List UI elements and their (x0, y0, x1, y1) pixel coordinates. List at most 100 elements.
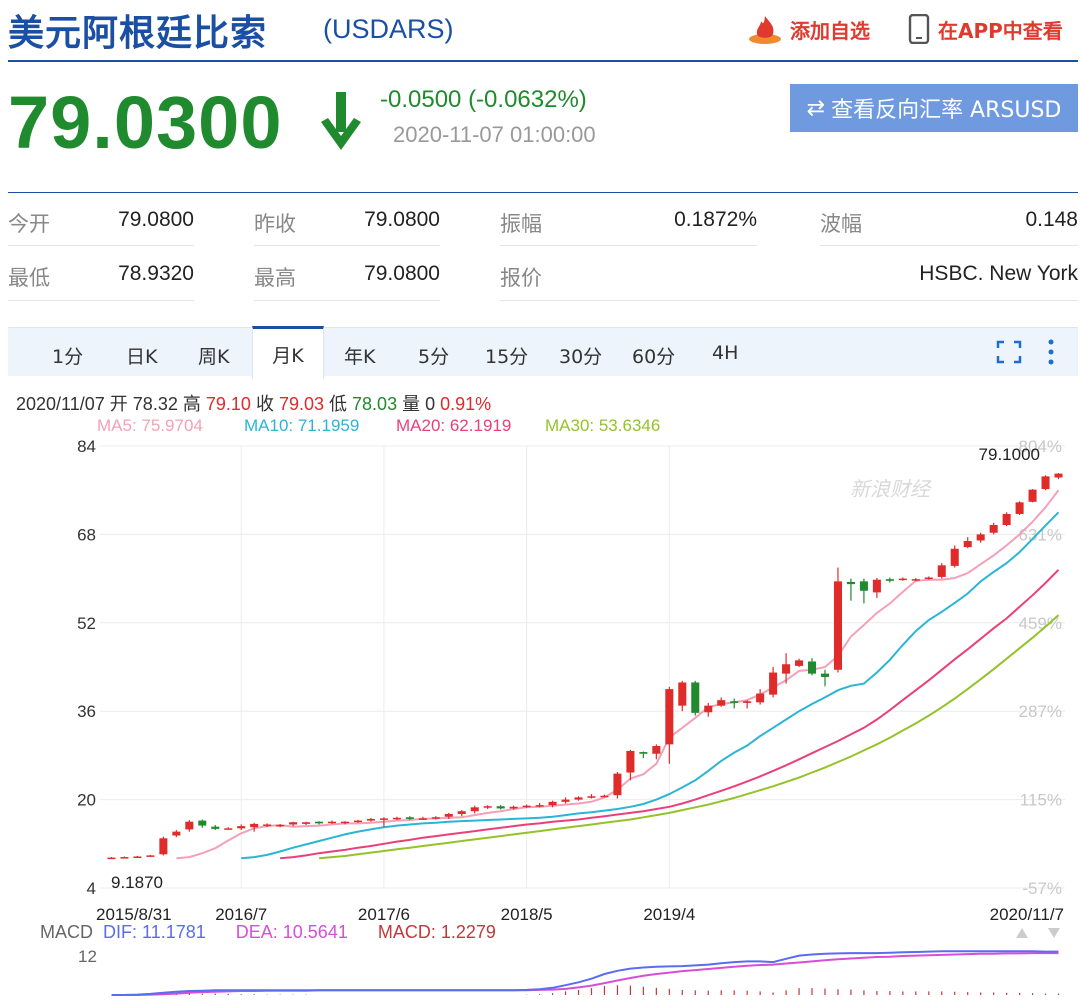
pct-tick-label: 804% (1019, 437, 1062, 456)
kline-chart[interactable]: 84 68 52 36 20 4 804% 631% 459% 287% 115% -57% 新浪财… (0, 436, 1080, 926)
candle-body (107, 857, 116, 860)
high-label: 最高 (254, 266, 296, 290)
low-label: 最低 (8, 266, 50, 290)
reverse-rate-label: 查看反向汇率 ARSUSD (831, 98, 1062, 123)
candle-body (276, 825, 285, 827)
max-price-label: 79.1000 (979, 445, 1040, 464)
candle-body (457, 811, 466, 814)
candle-body (898, 578, 907, 581)
pct-tick-label: 115% (1020, 791, 1062, 810)
candle-body (963, 541, 972, 548)
candle-body (315, 821, 324, 824)
macd-value: MACD: 1.2279 (377, 922, 496, 942)
down-arrow-icon (321, 92, 361, 150)
tab-15min[interactable]: 15分 (485, 346, 529, 368)
tab-monthly[interactable]: 月K (252, 326, 324, 379)
tab-yearly[interactable]: 年K (344, 346, 376, 368)
tab-1min[interactable]: 1分 (52, 346, 84, 368)
tab-60min[interactable]: 60分 (632, 346, 676, 368)
phone-icon (908, 14, 930, 44)
info-open-label: 开 (109, 394, 128, 414)
fullscreen-icon[interactable] (996, 340, 1022, 364)
macd_dif-line (111, 950, 1059, 996)
macd_dea-line (111, 952, 1059, 996)
candle-body (1054, 473, 1063, 478)
candle-body (237, 826, 246, 829)
open-app-label: 在APP中查看 (938, 18, 1063, 43)
candle-body (1041, 476, 1050, 490)
candle-body (159, 838, 168, 855)
reverse-rate-button[interactable]: ⇄ 查看反向汇率 ARSUSD (790, 84, 1078, 132)
candle-body (561, 799, 570, 802)
pct-tick-label: 287% (1019, 702, 1062, 721)
candle-body (198, 820, 207, 826)
amplitude-label: 振幅 (500, 212, 542, 236)
candle-body (133, 856, 142, 859)
flame-icon (749, 16, 781, 44)
more-menu-icon[interactable] (1046, 338, 1056, 366)
y-tick-label: 68 (77, 525, 96, 544)
candle-body (444, 813, 453, 817)
candle-body (483, 806, 492, 808)
current-price: 79.0300 (8, 81, 283, 164)
macd-legend: MACD DIF: 11.1781 DEA: 10.5641 MACD: 1.2… (40, 922, 496, 943)
tab-4h[interactable]: 4H (712, 342, 739, 364)
tab-5min[interactable]: 5分 (418, 346, 450, 368)
info-low-label: 低 (329, 394, 348, 414)
candle-body (328, 821, 337, 824)
candle-body (185, 821, 194, 830)
candle-body (782, 664, 791, 674)
open-app-button[interactable]: 在APP中查看 (908, 14, 1063, 44)
candle-body (509, 806, 518, 809)
candle-body (846, 581, 855, 585)
candle-body (340, 821, 350, 824)
y-tick-label: 84 (77, 437, 96, 456)
add-watchlist-label: 添加自选 (790, 18, 870, 43)
candle-body (743, 701, 752, 703)
tab-30min[interactable]: 30分 (559, 346, 603, 368)
scroll-arrows-icon[interactable] (1012, 926, 1064, 940)
candle-body (924, 577, 933, 579)
stat-underline (254, 245, 440, 246)
quote-time: 2020-11-07 01:00:00 (393, 122, 596, 147)
candle-body (626, 750, 635, 773)
x-tick-label: 2020/11/7 (990, 905, 1064, 924)
candle-body (704, 705, 713, 713)
candle-body (600, 795, 609, 798)
info-close-label: 收 (255, 394, 274, 414)
tab-daily[interactable]: 日K (126, 346, 158, 368)
symbol-code: (USDARS) (323, 14, 454, 44)
macd-dif: DIF: 11.1781 (103, 922, 206, 942)
macd-ytick: 12 (78, 947, 97, 966)
pct-tick-label: 631% (1019, 525, 1062, 544)
ma30-legend: MA30: 53.6346 (545, 416, 661, 435)
y-tick-label: 4 (87, 879, 96, 898)
info-close: 79.03 (278, 394, 324, 414)
quote-source-label: 报价 (500, 266, 542, 290)
candle-body (392, 817, 401, 820)
candle-body (795, 660, 804, 666)
add-watchlist-button[interactable]: 添加自选 (748, 14, 870, 44)
wave-value: 0.148 (1025, 208, 1078, 231)
candle-body (950, 548, 959, 566)
x-tick-label: 2017/6 (358, 905, 410, 924)
stat-underline (254, 300, 440, 301)
high-value: 79.0800 (364, 262, 440, 285)
y-tick-label: 52 (77, 614, 96, 633)
candle-body (146, 855, 155, 857)
candle-body (808, 661, 817, 674)
ma10-line (241, 511, 1060, 860)
tab-weekly[interactable]: 周K (198, 346, 230, 368)
candle-body (548, 801, 557, 806)
candle-body (859, 581, 868, 591)
ma5-legend: MA5: 75.9704 (97, 416, 203, 435)
info-vol-label: 量 (402, 394, 421, 414)
ma30-line (319, 614, 1060, 860)
wave-label: 波幅 (820, 212, 862, 236)
info-low: 78.03 (352, 394, 398, 414)
amplitude-value: 0.1872% (674, 208, 757, 231)
candle-body (263, 824, 272, 826)
candle-body (587, 796, 596, 798)
info-pct: 0.91% (440, 394, 492, 414)
candle-body (833, 581, 842, 670)
